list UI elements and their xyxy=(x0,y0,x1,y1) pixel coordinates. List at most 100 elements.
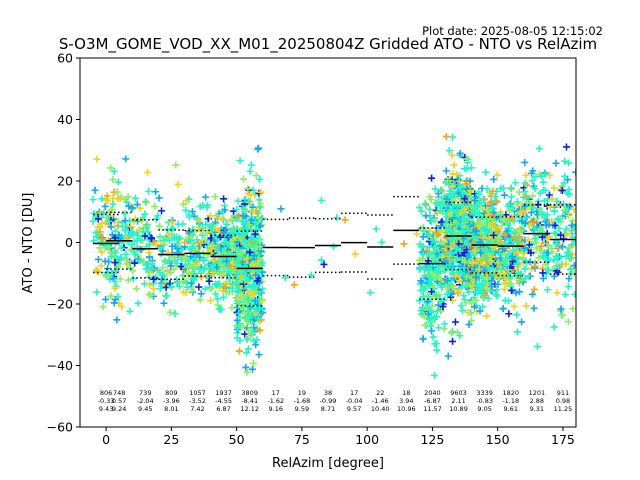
data-point xyxy=(228,239,236,247)
data-point xyxy=(425,266,433,274)
data-point xyxy=(550,323,558,331)
data-point xyxy=(233,281,241,289)
data-point xyxy=(223,220,231,228)
data-point xyxy=(548,245,556,253)
data-point xyxy=(523,259,531,267)
data-point xyxy=(550,208,558,216)
data-point xyxy=(233,205,241,213)
bin-count-label: 22 xyxy=(376,389,384,397)
data-point xyxy=(471,303,479,311)
data-point xyxy=(244,296,252,304)
data-point xyxy=(98,248,106,256)
data-point xyxy=(539,269,547,277)
data-point xyxy=(114,262,122,270)
x-tick-label: 125 xyxy=(420,432,444,447)
data-point xyxy=(444,212,452,220)
data-point xyxy=(253,277,261,285)
data-point xyxy=(512,289,520,297)
data-point xyxy=(163,267,171,275)
data-point xyxy=(243,368,251,376)
data-point xyxy=(241,195,249,203)
bin-count-label: 1937 xyxy=(215,389,232,397)
data-point xyxy=(139,214,147,222)
data-point xyxy=(237,272,245,280)
data-point xyxy=(236,255,244,263)
data-point xyxy=(486,287,494,295)
data-point xyxy=(561,157,569,165)
data-point xyxy=(507,184,515,192)
data-point xyxy=(475,190,483,198)
data-point xyxy=(510,232,518,240)
data-point xyxy=(148,265,156,273)
data-point xyxy=(98,195,106,203)
data-point xyxy=(559,311,567,319)
data-point xyxy=(453,254,461,262)
data-point xyxy=(156,222,164,230)
data-point xyxy=(90,209,98,217)
data-point xyxy=(128,241,136,249)
data-point xyxy=(492,290,500,298)
data-point xyxy=(201,264,209,272)
bin-std-label: 6.87 xyxy=(216,405,230,413)
data-point xyxy=(165,230,173,238)
data-point xyxy=(566,202,574,210)
data-point xyxy=(529,290,536,298)
data-point xyxy=(537,172,545,180)
data-point xyxy=(468,258,476,266)
data-point xyxy=(94,215,102,223)
data-point xyxy=(509,286,517,294)
data-point xyxy=(468,285,476,293)
data-point xyxy=(167,262,175,270)
bin-std-label: 7.42 xyxy=(190,405,204,413)
data-point xyxy=(538,233,546,241)
data-point xyxy=(250,316,258,324)
bin-std-label: 12.12 xyxy=(240,405,259,413)
data-point xyxy=(152,188,160,196)
data-point xyxy=(250,241,258,249)
data-point xyxy=(187,233,195,241)
data-point xyxy=(493,171,501,179)
data-point xyxy=(206,212,214,220)
y-tick-label: 0 xyxy=(65,235,73,250)
bin-std-label: 9.24 xyxy=(112,405,126,413)
data-point xyxy=(255,295,263,303)
data-point xyxy=(93,267,101,275)
data-point xyxy=(187,279,195,287)
data-point xyxy=(220,195,228,203)
data-point xyxy=(497,185,505,193)
data-point xyxy=(483,228,491,236)
data-point xyxy=(239,322,247,330)
data-point xyxy=(160,241,168,249)
data-point xyxy=(490,175,498,183)
data-point xyxy=(318,256,326,264)
data-point xyxy=(196,220,204,228)
data-point xyxy=(141,280,149,288)
data-point xyxy=(111,284,119,292)
data-point xyxy=(469,259,477,267)
bin-mean-label: -1.46 xyxy=(372,397,389,405)
data-point xyxy=(182,289,190,297)
data-point xyxy=(455,184,463,192)
data-point xyxy=(436,207,444,215)
data-point xyxy=(226,262,234,270)
data-point xyxy=(146,281,154,289)
data-point xyxy=(452,243,460,251)
data-point xyxy=(526,199,534,207)
data-point xyxy=(251,309,259,317)
data-point xyxy=(255,196,263,204)
data-point xyxy=(527,209,535,217)
y-tick-label: −20 xyxy=(47,297,73,312)
data-point xyxy=(513,198,521,206)
data-point xyxy=(484,294,492,302)
plot-area: 806-0.339.437480.579.24739-2.049.45809-3… xyxy=(47,51,577,447)
data-point xyxy=(179,220,187,228)
data-point xyxy=(473,256,481,264)
data-point xyxy=(560,200,568,208)
data-point xyxy=(427,288,435,296)
bin-count-label: 19 xyxy=(298,389,306,397)
data-point xyxy=(426,205,434,213)
data-point xyxy=(252,288,260,296)
data-point xyxy=(557,231,565,239)
data-point xyxy=(546,233,554,241)
data-point xyxy=(89,196,97,204)
